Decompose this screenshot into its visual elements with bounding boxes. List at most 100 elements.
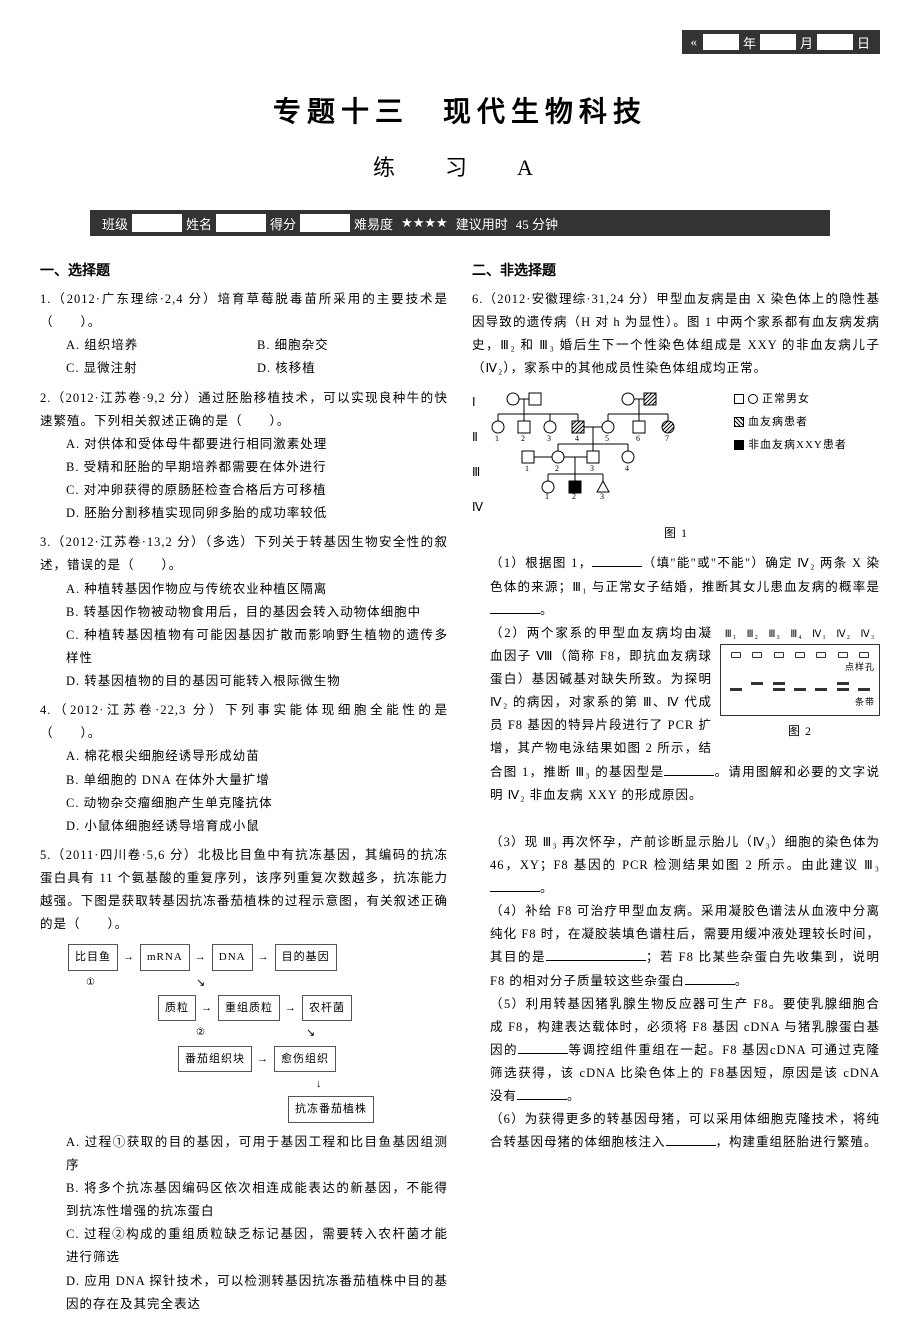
q6-3: （3）现 Ⅲ₃ 再次怀孕，产前诊断显示胎儿（Ⅳ₃）细胞的染色体为 46，XY；F… — [472, 831, 880, 900]
q4-B: B. 单细胞的 DNA 在体外大量扩增 — [66, 769, 448, 792]
time-value: 45 分钟 — [512, 214, 562, 233]
q2: 2.（2012·江苏卷·9,2 分）通过胚胎移植技术，可以实现良种牛的快速繁殖。… — [40, 387, 448, 526]
q3-A: A. 种植转基因作物应与传统农业种植区隔离 — [66, 578, 448, 601]
flow-b3: DNA — [212, 944, 253, 970]
svg-text:1: 1 — [495, 434, 500, 443]
q2-A: A. 对供体和受体母牛都要进行相同激素处理 — [66, 433, 448, 456]
class-label: 班级 — [98, 214, 132, 233]
q6-5: （5）利用转基因猪乳腺生物反应器可生产 F8。要使乳腺细胞合成 F8，构建表达载… — [472, 993, 880, 1109]
flow-b1: 比目鱼 — [68, 944, 118, 970]
svg-text:4: 4 — [575, 434, 580, 443]
content-columns: 一、选择题 1.（2012·广东理综·2,4 分）培育草莓脱毒苗所采用的主要技术… — [40, 260, 880, 1322]
class-box — [132, 214, 182, 232]
q5-B: B. 将多个抗冻基因编码区依次相连成能表达的新基因，不能得到抗冻性增强的抗冻蛋白 — [66, 1177, 448, 1223]
svg-text:4: 4 — [625, 464, 630, 473]
q4-D: D. 小鼠体细胞经诱导培育成小鼠 — [66, 815, 448, 838]
gen4: Ⅳ — [472, 496, 488, 518]
score-box — [300, 214, 350, 232]
info-bar: 班级 姓名 得分 难易度 ★★★★ 建议用时 45 分钟 — [90, 210, 830, 236]
arrow-icon: → — [258, 947, 270, 967]
q4-C: C. 动物杂交瘤细胞产生单克隆抗体 — [66, 792, 448, 815]
q5-C: C. 过程②构成的重组质粒缺乏标记基因，需要转入农杆菌才能进行筛选 — [66, 1223, 448, 1269]
year-label: 年 — [741, 33, 758, 52]
q1-D: D. 核移植 — [257, 357, 448, 380]
q4: 4.（2012·江苏卷·22,3 分）下列事实能体现细胞全能性的是（ ）。 A.… — [40, 699, 448, 838]
q1-A: A. 组织培养 — [66, 334, 257, 357]
q3-text: 3.（2012·江苏卷·13,2 分）（多选）下列关于转基因生物安全性的叙述，错… — [40, 535, 448, 572]
flow-b8: 番茄组织块 — [178, 1046, 252, 1072]
svg-text:2: 2 — [521, 434, 526, 443]
main-title: 专题十三 现代生物科技 — [40, 90, 880, 130]
svg-text:3: 3 — [590, 464, 595, 473]
flow-b2: mRNA — [140, 944, 190, 970]
score-label: 得分 — [266, 214, 300, 233]
q6-6: （6）为获得更多的转基因母猪，可以采用体细胞克隆技术，将纯合转基因母猪的体细胞核… — [472, 1108, 880, 1154]
q2-B: B. 受精和胚胎的早期培养都需要在体外进行 — [66, 456, 448, 479]
q3-B: B. 转基因作物被动物食用后，目的基因会转入动物体细胞中 — [66, 601, 448, 624]
q6-4: （4）补给 F8 可治疗甲型血友病。采用凝胶色谱法从血液中分离纯化 F8 时，在… — [472, 900, 880, 993]
q3-C: C. 种植转基因植物有可能因基因扩散而影响野生植物的遗传多样性 — [66, 624, 448, 670]
subtitle: 练 习 A — [40, 150, 880, 182]
svg-text:7: 7 — [665, 434, 670, 443]
flow-b5: 质粒 — [158, 995, 196, 1021]
svg-text:2: 2 — [555, 464, 560, 473]
date-bar: « 年 月 日 — [682, 30, 880, 54]
q1-B: B. 细胞杂交 — [257, 334, 448, 357]
svg-text:3: 3 — [600, 492, 605, 499]
legend-normal: 正常男女 — [734, 389, 847, 409]
flow-n2: ② — [196, 1024, 206, 1043]
q5-flow-diagram: 比目鱼 → mRNA → DNA → 目的基因 ① ↘ 质粒 → 重组质粒 → — [66, 942, 448, 1124]
time-label: 建议用时 — [452, 214, 512, 233]
flow-b7: 农杆菌 — [302, 995, 352, 1021]
name-box — [216, 214, 266, 232]
q2-C: C. 对冲卵获得的原肠胚检查合格后方可移植 — [66, 479, 448, 502]
q5-D: D. 应用 DNA 探针技术，可以检测转基因抗冻番茄植株中目的基因的存在及其完全… — [66, 1270, 448, 1316]
fig1-caption: 图 1 — [472, 522, 880, 544]
day-label: 日 — [855, 33, 872, 52]
svg-text:6: 6 — [636, 434, 641, 443]
month-box — [760, 34, 796, 50]
difficulty-stars: ★★★★ — [397, 215, 452, 231]
q1: 1.（2012·广东理综·2,4 分）培育草莓脱毒苗所采用的主要技术是（ ）。 … — [40, 288, 448, 381]
q2-text: 2.（2012·江苏卷·9,2 分）通过胚胎移植技术，可以实现良种牛的快速繁殖。… — [40, 391, 448, 428]
gen1: Ⅰ — [472, 391, 488, 413]
svg-text:5: 5 — [605, 434, 610, 443]
q1-C: C. 显微注射 — [66, 357, 257, 380]
left-column: 一、选择题 1.（2012·广东理综·2,4 分）培育草莓脱毒苗所采用的主要技术… — [40, 260, 448, 1322]
name-label: 姓名 — [182, 214, 216, 233]
q5-A: A. 过程①获取的目的基因，可用于基因工程和比目鱼基因组测序 — [66, 1131, 448, 1177]
q6-1: （1）根据图 1，（填"能"或"不能"）确定 Ⅳ₂ 两条 X 染色体的来源；Ⅲ₁… — [472, 552, 880, 621]
flow-b10: 抗冻番茄植株 — [288, 1096, 374, 1122]
flow-b9: 愈伤组织 — [274, 1046, 336, 1072]
svg-text:2: 2 — [572, 492, 577, 499]
q4-A: A. 棉花根尖细胞经诱导形成幼苗 — [66, 745, 448, 768]
svg-text:1: 1 — [525, 464, 530, 473]
q6-2: Ⅲ₁Ⅲ₂Ⅲ₃Ⅲ₄Ⅳ₁Ⅳ₂Ⅳ₃ 点样孔 条带 — [472, 622, 880, 831]
q5: 5.（2011·四川卷·5,6 分）北极比目鱼中有抗冻基因，其编码的抗冻蛋白具有… — [40, 844, 448, 1316]
pedigree-figure: Ⅰ Ⅱ Ⅲ Ⅳ — [472, 389, 880, 545]
gen2: Ⅱ — [472, 426, 488, 448]
svg-text:3: 3 — [547, 434, 552, 443]
pedigree-svg: 1 2 3 4 5 6 7 — [488, 389, 728, 499]
q2-D: D. 胚胎分割移植实现同卵多胎的成功率较低 — [66, 502, 448, 525]
flow-b4: 目的基因 — [275, 944, 337, 970]
q5-text: 5.（2011·四川卷·5,6 分）北极比目鱼中有抗冻基因，其编码的抗冻蛋白具有… — [40, 848, 448, 931]
fig2: Ⅲ₁Ⅲ₂Ⅲ₃Ⅲ₄Ⅳ₁Ⅳ₂Ⅳ₃ 点样孔 条带 — [720, 626, 880, 742]
flow-n1: ① — [86, 974, 96, 993]
arrow-icon: → — [123, 947, 135, 967]
arrow-icon: → — [195, 947, 207, 967]
svg-text:1: 1 — [545, 492, 550, 499]
q4-text: 4.（2012·江苏卷·22,3 分）下列事实能体现细胞全能性的是（ ）。 — [40, 703, 448, 740]
q6: 6.（2012·安徽理综·31,24 分）甲型血友病是由 X 染色体上的隐性基因… — [472, 288, 880, 1155]
q6-text: 6.（2012·安徽理综·31,24 分）甲型血友病是由 X 染色体上的隐性基因… — [472, 292, 880, 375]
right-column: 二、非选择题 6.（2012·安徽理综·31,24 分）甲型血友病是由 X 染色… — [472, 260, 880, 1322]
q3: 3.（2012·江苏卷·13,2 分）（多选）下列关于转基因生物安全性的叙述，错… — [40, 531, 448, 693]
day-box — [817, 34, 853, 50]
legend-patient: 血友病患者 — [734, 412, 847, 432]
gen3: Ⅲ — [472, 461, 488, 483]
section-1-header: 一、选择题 — [40, 260, 448, 280]
section-2-header: 二、非选择题 — [472, 260, 880, 280]
q1-text: 1.（2012·广东理综·2,4 分）培育草莓脱毒苗所采用的主要技术是（ ）。 — [40, 292, 448, 329]
chevron-icon: « — [690, 34, 697, 50]
legend-xxy: 非血友病XXY患者 — [734, 435, 847, 455]
